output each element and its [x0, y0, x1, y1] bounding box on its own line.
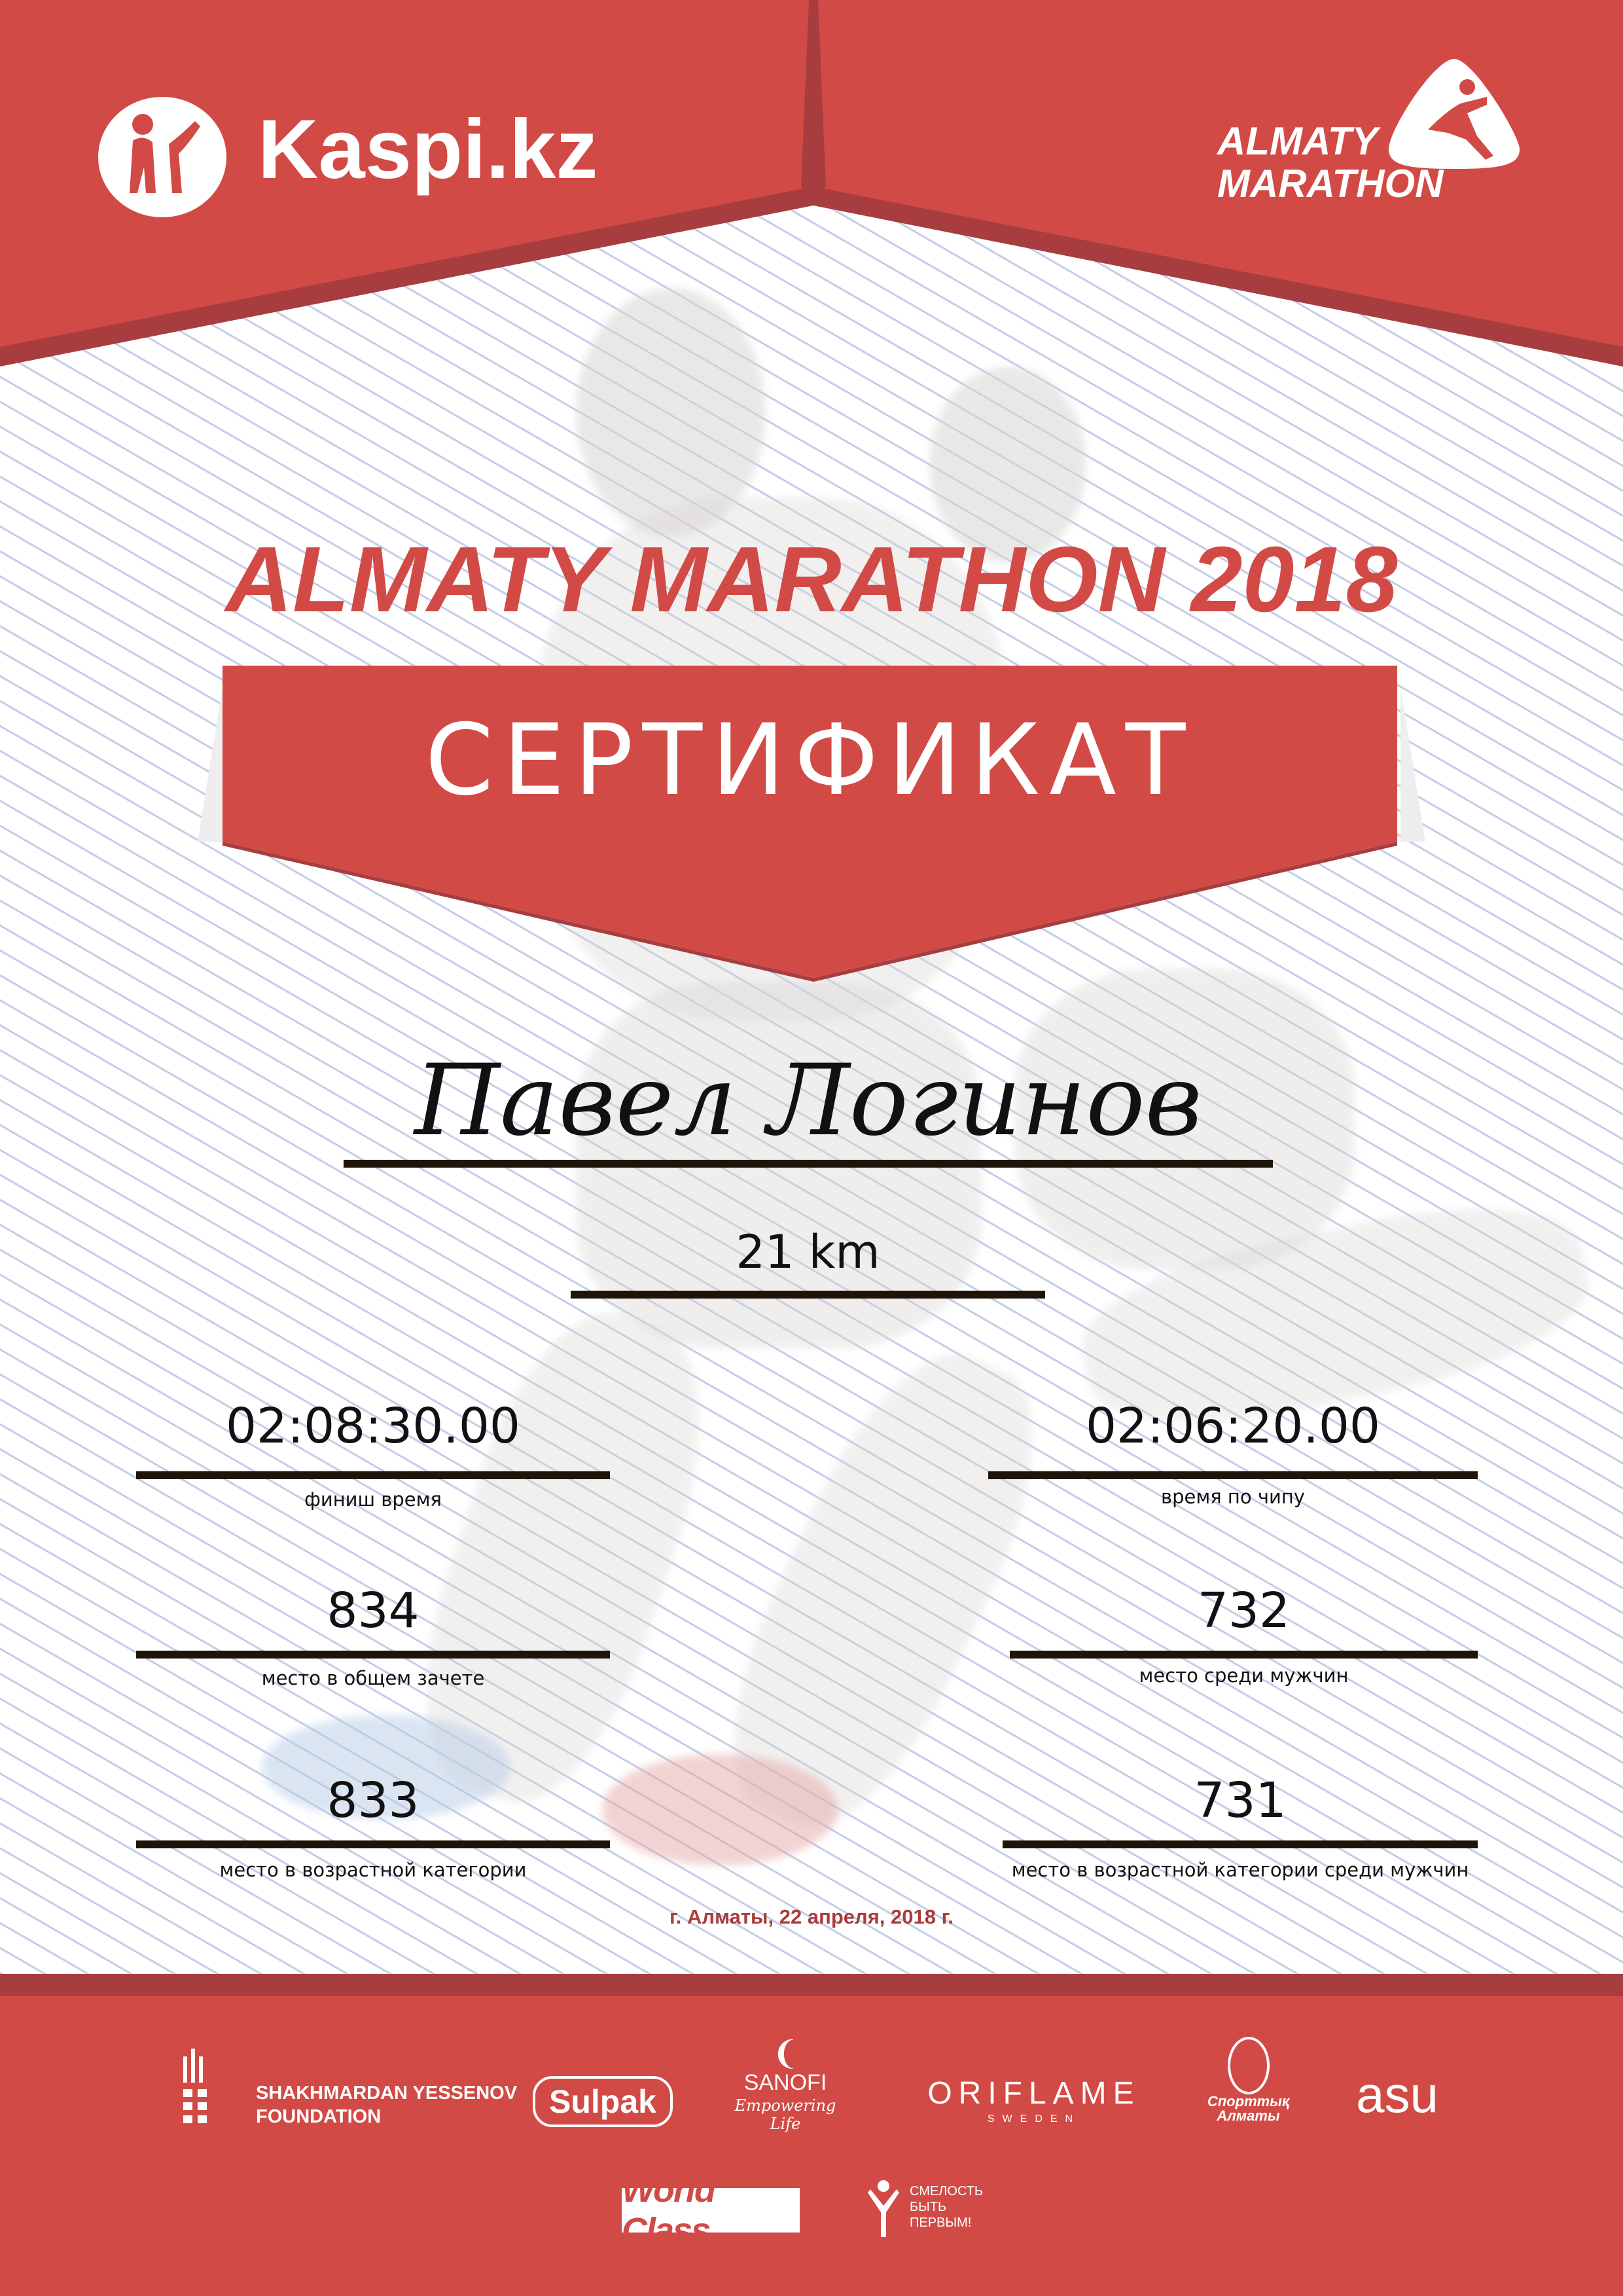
name-underline — [344, 1160, 1273, 1168]
footer-band — [0, 1974, 1623, 1996]
yessenov-line1: SHAKHMARDAN YESSENOV — [256, 2083, 518, 2104]
kaspi-logo-icon — [98, 97, 226, 217]
sponsor-oriflame: ORIFLAME SWEDEN — [923, 2078, 1145, 2125]
male-place-underline — [1010, 1651, 1478, 1659]
distance-value: 21 km — [736, 1225, 880, 1279]
certificate-ribbon — [198, 666, 1425, 982]
participant-name: Павел Логинов — [414, 1044, 1202, 1158]
event-title: ALMATY MARATHON 2018 — [225, 528, 1398, 632]
almaty-marathon-logo: ALMATY MARATHON — [1217, 58, 1520, 208]
yessenov-line2: FOUNDATION — [256, 2106, 382, 2128]
kaspi-logo-text: Kaspi.kz — [258, 103, 598, 196]
finish-time-label: финиш время — [304, 1488, 442, 1511]
kaspi-logo: Kaspi.kz — [97, 95, 597, 222]
overall-place-value: 834 — [327, 1583, 419, 1639]
footer — [0, 1996, 1623, 2296]
sanofi-name: SANOFI — [743, 2070, 827, 2095]
sanofi-tagline: Empowering Life — [734, 2096, 836, 2133]
distance-underline — [571, 1291, 1045, 1299]
sportyk-line1: Спорттық — [1207, 2093, 1290, 2109]
male-place-label: место среди мужчин — [1139, 1664, 1349, 1687]
header-banner — [0, 0, 1623, 367]
age-male-place-underline — [1003, 1840, 1478, 1848]
chip-time-label: время по чипу — [1161, 1486, 1305, 1508]
overall-place-label: место в общем зачете — [261, 1667, 485, 1689]
sponsor-sanofi: ❨ SANOFI Empowering Life — [720, 2037, 851, 2133]
runner-drop-icon — [1389, 59, 1520, 169]
certificate-label: СЕРТИФИКАТ — [425, 704, 1195, 817]
age-male-place-label: место в возрастной категории среди мужчи… — [1011, 1859, 1469, 1881]
smelost-figure-icon — [868, 2180, 899, 2237]
sanofi-drop-icon: ❨ — [772, 2034, 799, 2072]
finish-time-underline — [136, 1471, 610, 1479]
almaty-marathon-line1: ALMATY — [1217, 119, 1378, 163]
finish-time-value: 02:08:30.00 — [225, 1398, 521, 1454]
yessenov-bars-icon — [183, 2049, 207, 2123]
chip-time-value: 02:06:20.00 — [1085, 1398, 1381, 1454]
sportyk-line2: Алматы — [1217, 2108, 1280, 2124]
sponsor-sulpak: Sulpak — [533, 2076, 673, 2127]
age-place-label: место в возрастной категории — [219, 1859, 527, 1881]
date-line: г. Алматы, 22 апреля, 2018 г. — [669, 1905, 954, 1928]
sponsor-asu: asu — [1356, 2065, 1438, 2123]
age-place-value: 833 — [327, 1772, 419, 1829]
male-place-value: 732 — [1197, 1583, 1291, 1639]
overall-place-underline — [136, 1651, 610, 1659]
smelost-line3: ПЕРВЫМ! — [910, 2215, 972, 2230]
chip-time-underline — [988, 1471, 1478, 1479]
smelost-line1: СМЕЛОСТЬ — [910, 2184, 984, 2198]
sponsor-world-class: World Class — [622, 2170, 800, 2250]
smelost-line2: БЫТЬ — [910, 2200, 947, 2214]
sportyk-emblem-icon — [1227, 2037, 1270, 2094]
oriflame-sub: SWEDEN — [987, 2113, 1081, 2125]
age-male-place-value: 731 — [1194, 1772, 1287, 1829]
sponsor-smelost: СМЕЛОСТЬ БЫТЬ ПЕРВЫМ! — [864, 2166, 1014, 2238]
almaty-marathon-line2: MARATHON — [1217, 162, 1444, 206]
age-place-underline — [136, 1840, 610, 1848]
sponsor-sportyk-almaty: Спорттық Алматы — [1198, 2037, 1299, 2123]
oriflame-name: ORIFLAME — [927, 2076, 1141, 2111]
